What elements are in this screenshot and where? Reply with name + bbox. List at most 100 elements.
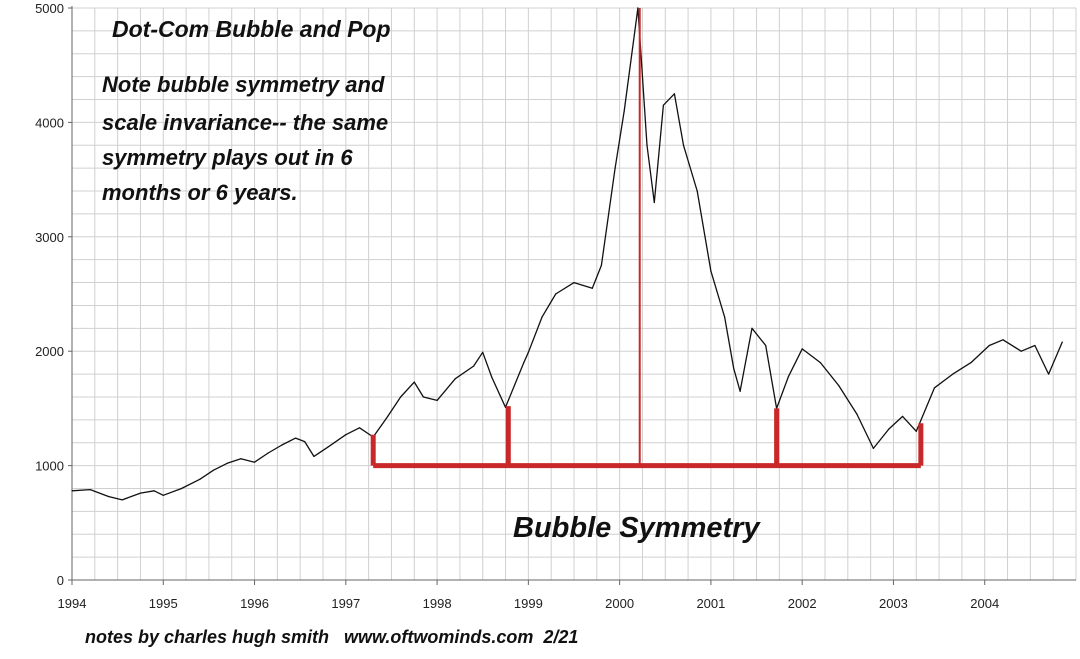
data-point [399,396,402,398]
data-point [473,365,475,367]
data-point [888,428,890,430]
data-point [682,144,685,146]
data-point [724,316,726,318]
x-tick-label: 2001 [696,596,725,611]
axes [71,6,1076,581]
data-point [491,376,493,379]
chart-title: Dot-Com Bubble and Pop [112,16,391,42]
data-point [751,327,753,329]
x-tick-label: 2003 [879,596,908,611]
series-group [71,7,1063,501]
data-point [637,7,639,9]
data-point [739,390,741,392]
x-tick-label: 2000 [605,596,634,611]
y-tick-label: 0 [57,573,64,588]
data-point [1034,344,1036,347]
y-tick-label: 4000 [35,115,64,130]
data-point [107,495,110,498]
data-point [819,362,822,364]
data-point [591,287,593,289]
data-point [304,440,306,443]
data-point [523,362,525,364]
data-point [915,430,917,432]
y-tick-label: 1000 [35,459,64,474]
x-tick-label: 1995 [149,596,178,611]
data-point [988,344,990,347]
data-point [121,499,123,501]
data-point [180,487,183,490]
data-point [614,167,616,169]
data-point [295,437,297,439]
data-point [240,458,242,460]
x-tick-label: 1994 [58,596,87,611]
data-point [422,396,424,398]
note-line-1: Note bubble symmetry and [102,72,385,97]
data-point [673,93,676,95]
data-point [139,492,142,494]
annotation-overlays [370,8,924,469]
x-tick-label: 2002 [788,596,817,611]
data-point [89,489,91,491]
data-point [872,447,874,450]
data-point [313,455,315,458]
data-point [623,110,625,112]
tick-labels: 0 1000 2000 3000 4000 5000 1994 1995 1996 1997 199… [35,1,999,611]
note-line-4: months or 6 years. [102,180,298,205]
data-point [662,104,665,106]
data-point [1002,339,1004,341]
y-tick-label: 5000 [35,1,64,16]
data-point [555,293,557,295]
data-point [281,444,283,446]
note-line-3: symmetry plays out in 6 [102,145,353,170]
x-tick-label: 1997 [331,596,360,611]
data-point [801,348,803,350]
data-point [454,378,456,380]
x-tick-label: 1996 [240,596,269,611]
data-point [358,427,361,429]
data-point [386,416,388,419]
data-point [199,478,201,480]
y-tick-label: 3000 [35,230,64,245]
x-tick-label: 1999 [514,596,543,611]
data-point [527,351,529,353]
data-point [1020,350,1022,352]
data-point [573,281,575,284]
data-point [787,375,790,377]
note-line-2: scale invariance-- the same [102,110,389,135]
data-point [765,344,767,347]
data-point [653,201,655,204]
bubble-symmetry-label: Bubble Symmetry [513,512,760,544]
data-point [933,387,936,389]
footer-credit: notes by charles hugh smith www.oftwomin… [85,627,579,647]
data-point [646,144,648,146]
data-point [541,316,543,318]
data-point [1061,341,1063,343]
data-point [71,490,73,492]
y-tick-label: 2000 [35,344,64,359]
data-point [856,413,858,415]
data-point [696,190,698,192]
data-point [345,434,347,436]
data-point [952,373,954,375]
data-point [226,462,228,464]
data-point [710,270,712,272]
data-point [838,384,840,387]
data-point [162,494,164,496]
data-point [267,452,269,454]
grid [71,7,1077,581]
data-point [326,446,329,448]
data-point [253,461,256,463]
data-point [212,469,215,471]
x-tick-label: 1998 [423,596,452,611]
data-point [482,351,484,353]
data-point [1048,373,1050,375]
data-point [733,367,735,369]
data-point [970,362,972,364]
data-point [153,490,155,492]
data-point [436,399,438,401]
data-point [413,381,415,383]
data-point [600,264,602,266]
x-tick-label: 2004 [970,596,999,611]
data-point [901,415,904,418]
